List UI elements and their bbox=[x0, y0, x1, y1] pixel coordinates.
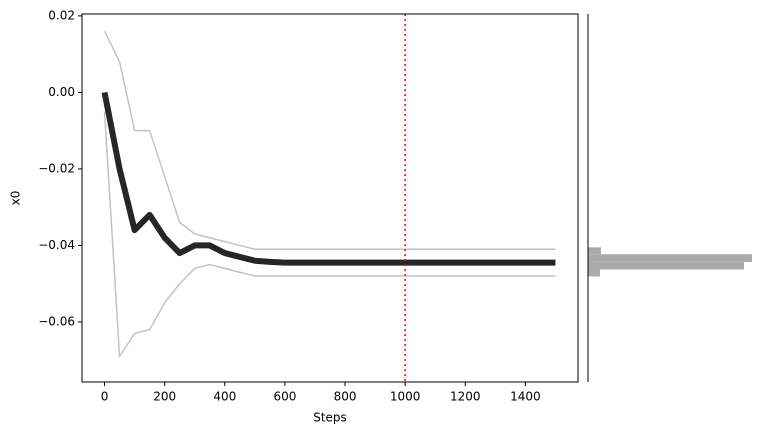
y-tick-label: −0.02 bbox=[38, 161, 75, 175]
x-tick-label: 1400 bbox=[510, 390, 541, 404]
y-tick-label: −0.04 bbox=[38, 238, 75, 252]
x-tick-label: 600 bbox=[273, 390, 296, 404]
x-tick-label: 0 bbox=[101, 390, 109, 404]
histogram-bar bbox=[588, 261, 744, 270]
histogram-bar bbox=[588, 269, 600, 277]
x-tick-label: 200 bbox=[153, 390, 176, 404]
x-axis-label: Steps bbox=[313, 411, 347, 425]
trace-line bbox=[101, 91, 556, 266]
plot-frame bbox=[81, 13, 579, 383]
y-tick-label: −0.06 bbox=[38, 314, 75, 328]
y-axis-label: x0 bbox=[9, 191, 23, 206]
histogram-bar bbox=[588, 247, 601, 255]
trace-line bbox=[103, 111, 556, 358]
x-tick-label: 800 bbox=[334, 390, 357, 404]
x-tick-label: 1200 bbox=[450, 390, 481, 404]
histogram-bar bbox=[588, 254, 752, 262]
y-tick-label: 0.00 bbox=[48, 85, 75, 99]
y-tick-label: 0.02 bbox=[48, 8, 75, 22]
trace-line bbox=[103, 30, 556, 251]
x-tick-label: 400 bbox=[213, 390, 236, 404]
x-tick-label: 1000 bbox=[390, 390, 421, 404]
